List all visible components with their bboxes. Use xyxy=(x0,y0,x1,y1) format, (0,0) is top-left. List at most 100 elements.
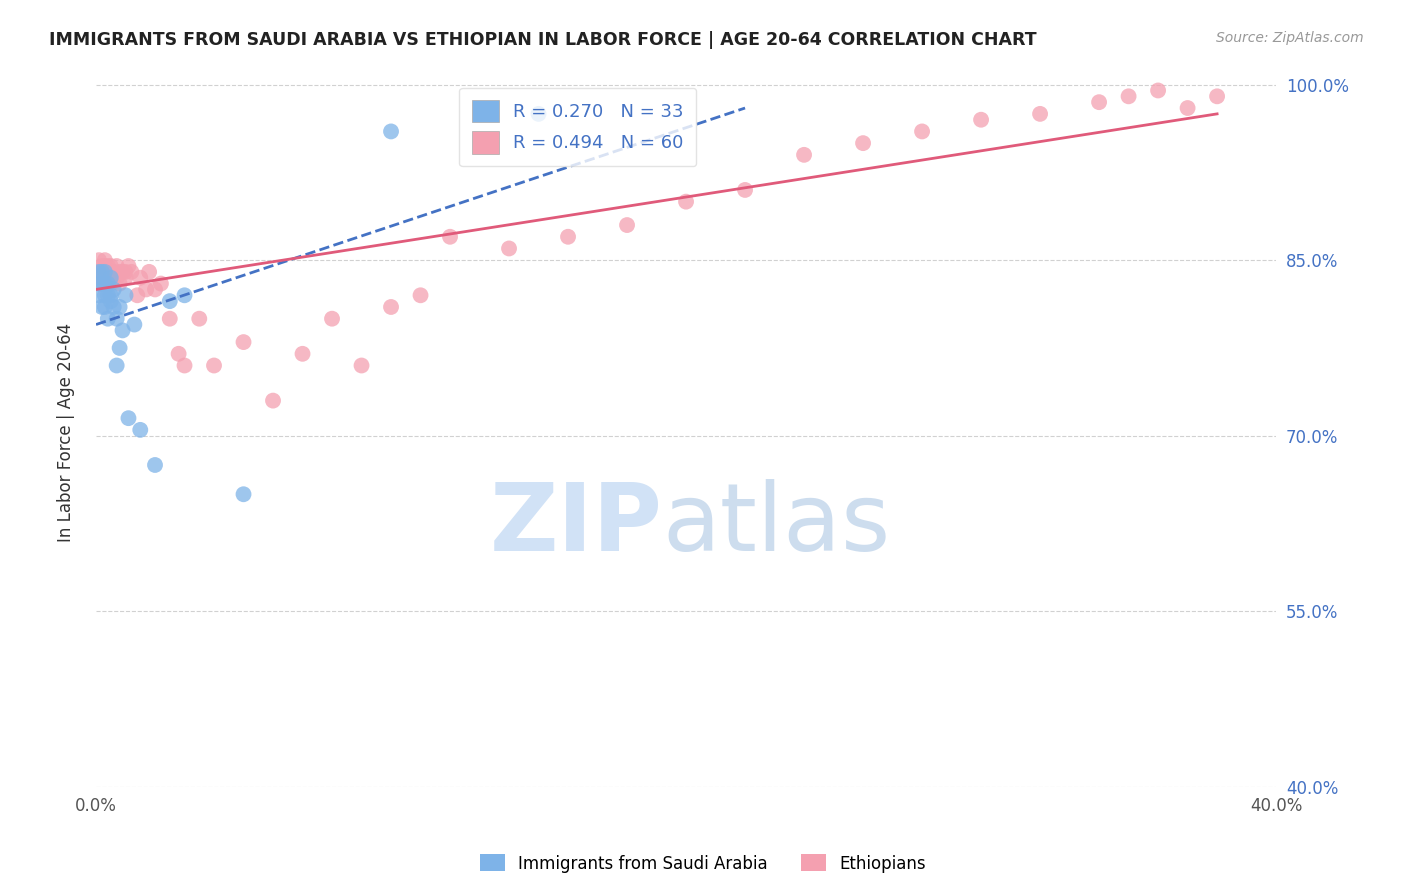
Point xyxy=(103,270,125,285)
Point xyxy=(94,288,117,302)
Point xyxy=(124,318,146,332)
Point xyxy=(159,311,181,326)
Point xyxy=(1206,89,1229,103)
Point xyxy=(108,265,131,279)
Point xyxy=(129,270,152,285)
Point xyxy=(527,107,550,121)
Point xyxy=(97,270,120,285)
Point xyxy=(262,393,284,408)
Point xyxy=(100,294,122,309)
Point xyxy=(1088,95,1111,110)
Point xyxy=(117,259,139,273)
Point xyxy=(173,359,195,373)
Point xyxy=(409,288,432,302)
Point xyxy=(616,218,638,232)
Point xyxy=(90,277,112,291)
Point xyxy=(167,347,190,361)
Text: IMMIGRANTS FROM SAUDI ARABIA VS ETHIOPIAN IN LABOR FORCE | AGE 20-64 CORRELATION: IMMIGRANTS FROM SAUDI ARABIA VS ETHIOPIA… xyxy=(49,31,1036,49)
Point xyxy=(87,288,110,302)
Y-axis label: In Labor Force | Age 20-64: In Labor Force | Age 20-64 xyxy=(58,323,75,542)
Point xyxy=(120,265,142,279)
Point xyxy=(117,411,139,425)
Point xyxy=(87,253,110,268)
Point xyxy=(100,265,122,279)
Point xyxy=(105,259,128,273)
Point xyxy=(105,359,128,373)
Point xyxy=(94,270,117,285)
Point xyxy=(97,311,120,326)
Point xyxy=(90,265,112,279)
Point xyxy=(138,265,160,279)
Point xyxy=(1118,89,1140,103)
Text: ZIP: ZIP xyxy=(489,479,662,571)
Point xyxy=(105,311,128,326)
Point xyxy=(232,487,254,501)
Point xyxy=(149,277,172,291)
Point xyxy=(97,259,120,273)
Point xyxy=(94,259,117,273)
Point xyxy=(103,282,125,296)
Point xyxy=(557,229,579,244)
Point xyxy=(111,265,134,279)
Point xyxy=(108,300,131,314)
Point xyxy=(135,282,157,296)
Point xyxy=(232,335,254,350)
Point xyxy=(94,253,117,268)
Point xyxy=(97,277,120,291)
Point xyxy=(90,277,112,291)
Point xyxy=(105,270,128,285)
Point xyxy=(852,136,875,150)
Point xyxy=(114,288,136,302)
Point xyxy=(143,458,166,472)
Point xyxy=(108,341,131,355)
Point xyxy=(734,183,756,197)
Point xyxy=(94,300,117,314)
Point xyxy=(90,270,112,285)
Point xyxy=(970,112,993,127)
Point xyxy=(103,300,125,314)
Point xyxy=(94,277,117,291)
Point xyxy=(100,259,122,273)
Point xyxy=(100,277,122,291)
Point xyxy=(143,282,166,296)
Point xyxy=(439,229,461,244)
Point xyxy=(380,124,402,138)
Point xyxy=(380,300,402,314)
Point xyxy=(1147,83,1170,97)
Point xyxy=(94,265,117,279)
Legend: R = 0.270   N = 33, R = 0.494   N = 60: R = 0.270 N = 33, R = 0.494 N = 60 xyxy=(460,87,696,166)
Point xyxy=(173,288,195,302)
Point xyxy=(114,270,136,285)
Point xyxy=(90,300,112,314)
Point xyxy=(202,359,225,373)
Point xyxy=(1029,107,1052,121)
Point xyxy=(498,242,520,256)
Point xyxy=(188,311,211,326)
Point xyxy=(97,288,120,302)
Point xyxy=(675,194,697,209)
Point xyxy=(94,265,117,279)
Legend: Immigrants from Saudi Arabia, Ethiopians: Immigrants from Saudi Arabia, Ethiopians xyxy=(474,847,932,880)
Text: Source: ZipAtlas.com: Source: ZipAtlas.com xyxy=(1216,31,1364,45)
Point xyxy=(87,265,110,279)
Point xyxy=(108,277,131,291)
Point xyxy=(1177,101,1199,115)
Point xyxy=(111,323,134,337)
Point xyxy=(159,294,181,309)
Point xyxy=(100,270,122,285)
Point xyxy=(793,148,815,162)
Point xyxy=(911,124,934,138)
Point xyxy=(100,288,122,302)
Point xyxy=(97,265,120,279)
Point xyxy=(291,347,314,361)
Point xyxy=(87,277,110,291)
Point xyxy=(90,259,112,273)
Point xyxy=(321,311,343,326)
Point xyxy=(103,265,125,279)
Point xyxy=(87,265,110,279)
Point xyxy=(114,265,136,279)
Point xyxy=(127,288,149,302)
Point xyxy=(350,359,373,373)
Point xyxy=(129,423,152,437)
Text: atlas: atlas xyxy=(662,479,891,571)
